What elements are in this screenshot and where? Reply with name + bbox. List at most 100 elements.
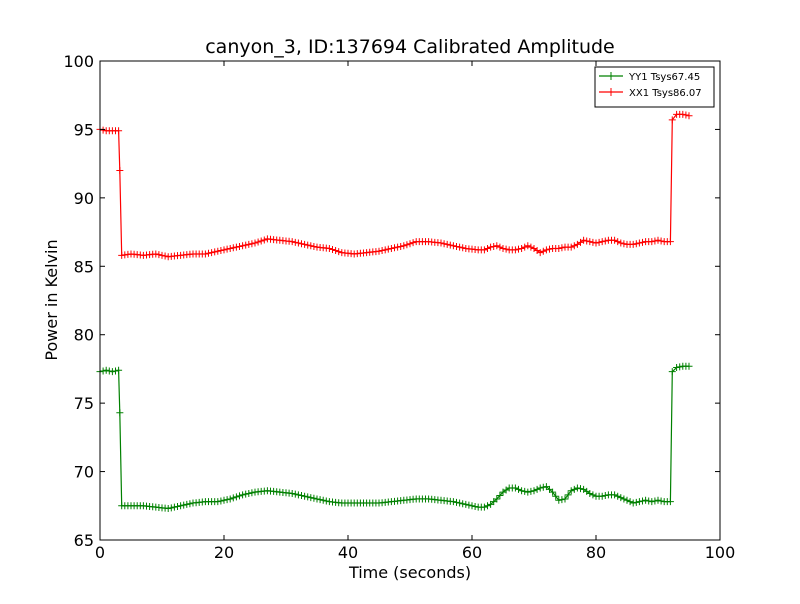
data-point (456, 243, 464, 251)
data-point (542, 246, 550, 254)
data-point (639, 238, 646, 246)
data-point (635, 498, 643, 506)
data-point (459, 500, 467, 508)
legend-marker (607, 72, 615, 80)
data-point (617, 494, 625, 502)
data-point (558, 496, 566, 504)
data-point (449, 498, 457, 506)
data-point (682, 111, 690, 119)
data-point (316, 496, 324, 504)
data-point (251, 239, 259, 247)
data-point (440, 240, 448, 248)
data-point (214, 498, 222, 506)
data-point (403, 241, 411, 249)
data-point (245, 489, 253, 497)
data-point (116, 409, 124, 417)
y-tick-label: 90 (74, 189, 94, 208)
data-point (161, 252, 169, 260)
data-point (446, 241, 454, 249)
data-point (459, 244, 467, 252)
series-1 (96, 110, 693, 261)
data-point (570, 242, 578, 250)
data-point (180, 501, 188, 509)
data-point (254, 238, 262, 246)
data-point (397, 242, 405, 250)
data-point (496, 243, 504, 251)
data-point (490, 242, 498, 250)
data-point (298, 492, 305, 500)
data-point (304, 241, 312, 249)
data-point (611, 236, 619, 244)
data-point (332, 247, 340, 255)
data-point (335, 248, 343, 256)
data-point (183, 500, 191, 508)
data-point (437, 239, 445, 247)
data-point (105, 367, 113, 375)
data-point (635, 239, 643, 247)
data-point (304, 493, 312, 501)
data-point (375, 247, 383, 255)
data-point (115, 366, 123, 374)
data-point (378, 247, 386, 255)
data-point (611, 491, 619, 499)
data-point (536, 249, 544, 257)
data-point (527, 243, 535, 251)
data-point (536, 484, 544, 492)
data-point (102, 366, 110, 374)
data-point (564, 491, 572, 499)
x-tick-label: 60 (462, 543, 482, 562)
data-point (248, 240, 256, 248)
y-tick-label: 65 (74, 531, 94, 550)
data-point (322, 497, 330, 505)
x-tick-label: 40 (338, 543, 358, 562)
data-point (394, 243, 402, 251)
data-point (220, 246, 228, 254)
y-tick-label: 70 (74, 463, 94, 482)
legend-marker (607, 88, 615, 96)
data-point (558, 244, 566, 252)
data-point (115, 127, 123, 135)
data-point (533, 485, 541, 493)
data-point (229, 494, 237, 502)
data-point (601, 237, 609, 245)
data-point (242, 490, 250, 498)
data-point (310, 494, 318, 502)
data-point (601, 492, 609, 500)
data-point (313, 495, 321, 503)
data-point (484, 244, 491, 252)
plot-frame (99, 60, 721, 541)
data-point (99, 367, 107, 375)
data-point (549, 488, 557, 496)
legend: YY1 Tsys67.45 XX1 Tsys86.07 (594, 66, 715, 108)
data-point (406, 240, 414, 248)
data-point (164, 505, 172, 513)
data-point (288, 489, 296, 497)
data-point (685, 112, 693, 120)
data-point (232, 243, 240, 251)
y-tick-label: 85 (74, 257, 94, 276)
y-tick-label: 80 (74, 326, 94, 345)
data-point (521, 243, 529, 251)
data-point (465, 501, 473, 509)
data-point (217, 497, 225, 505)
data-point (583, 237, 591, 245)
data-point (177, 502, 185, 510)
data-point (651, 497, 659, 505)
data-point (301, 492, 309, 500)
data-point (639, 497, 646, 505)
data-point (598, 238, 606, 246)
data-point (310, 242, 318, 250)
data-point (515, 245, 522, 253)
data-point (236, 242, 243, 250)
data-point (201, 250, 209, 258)
data-point (307, 494, 315, 502)
data-point (239, 491, 247, 499)
data-point (521, 487, 529, 495)
data-point (294, 491, 302, 499)
data-point (657, 237, 665, 245)
data-point (484, 502, 491, 510)
data-point (174, 502, 181, 510)
data-point (307, 242, 315, 250)
